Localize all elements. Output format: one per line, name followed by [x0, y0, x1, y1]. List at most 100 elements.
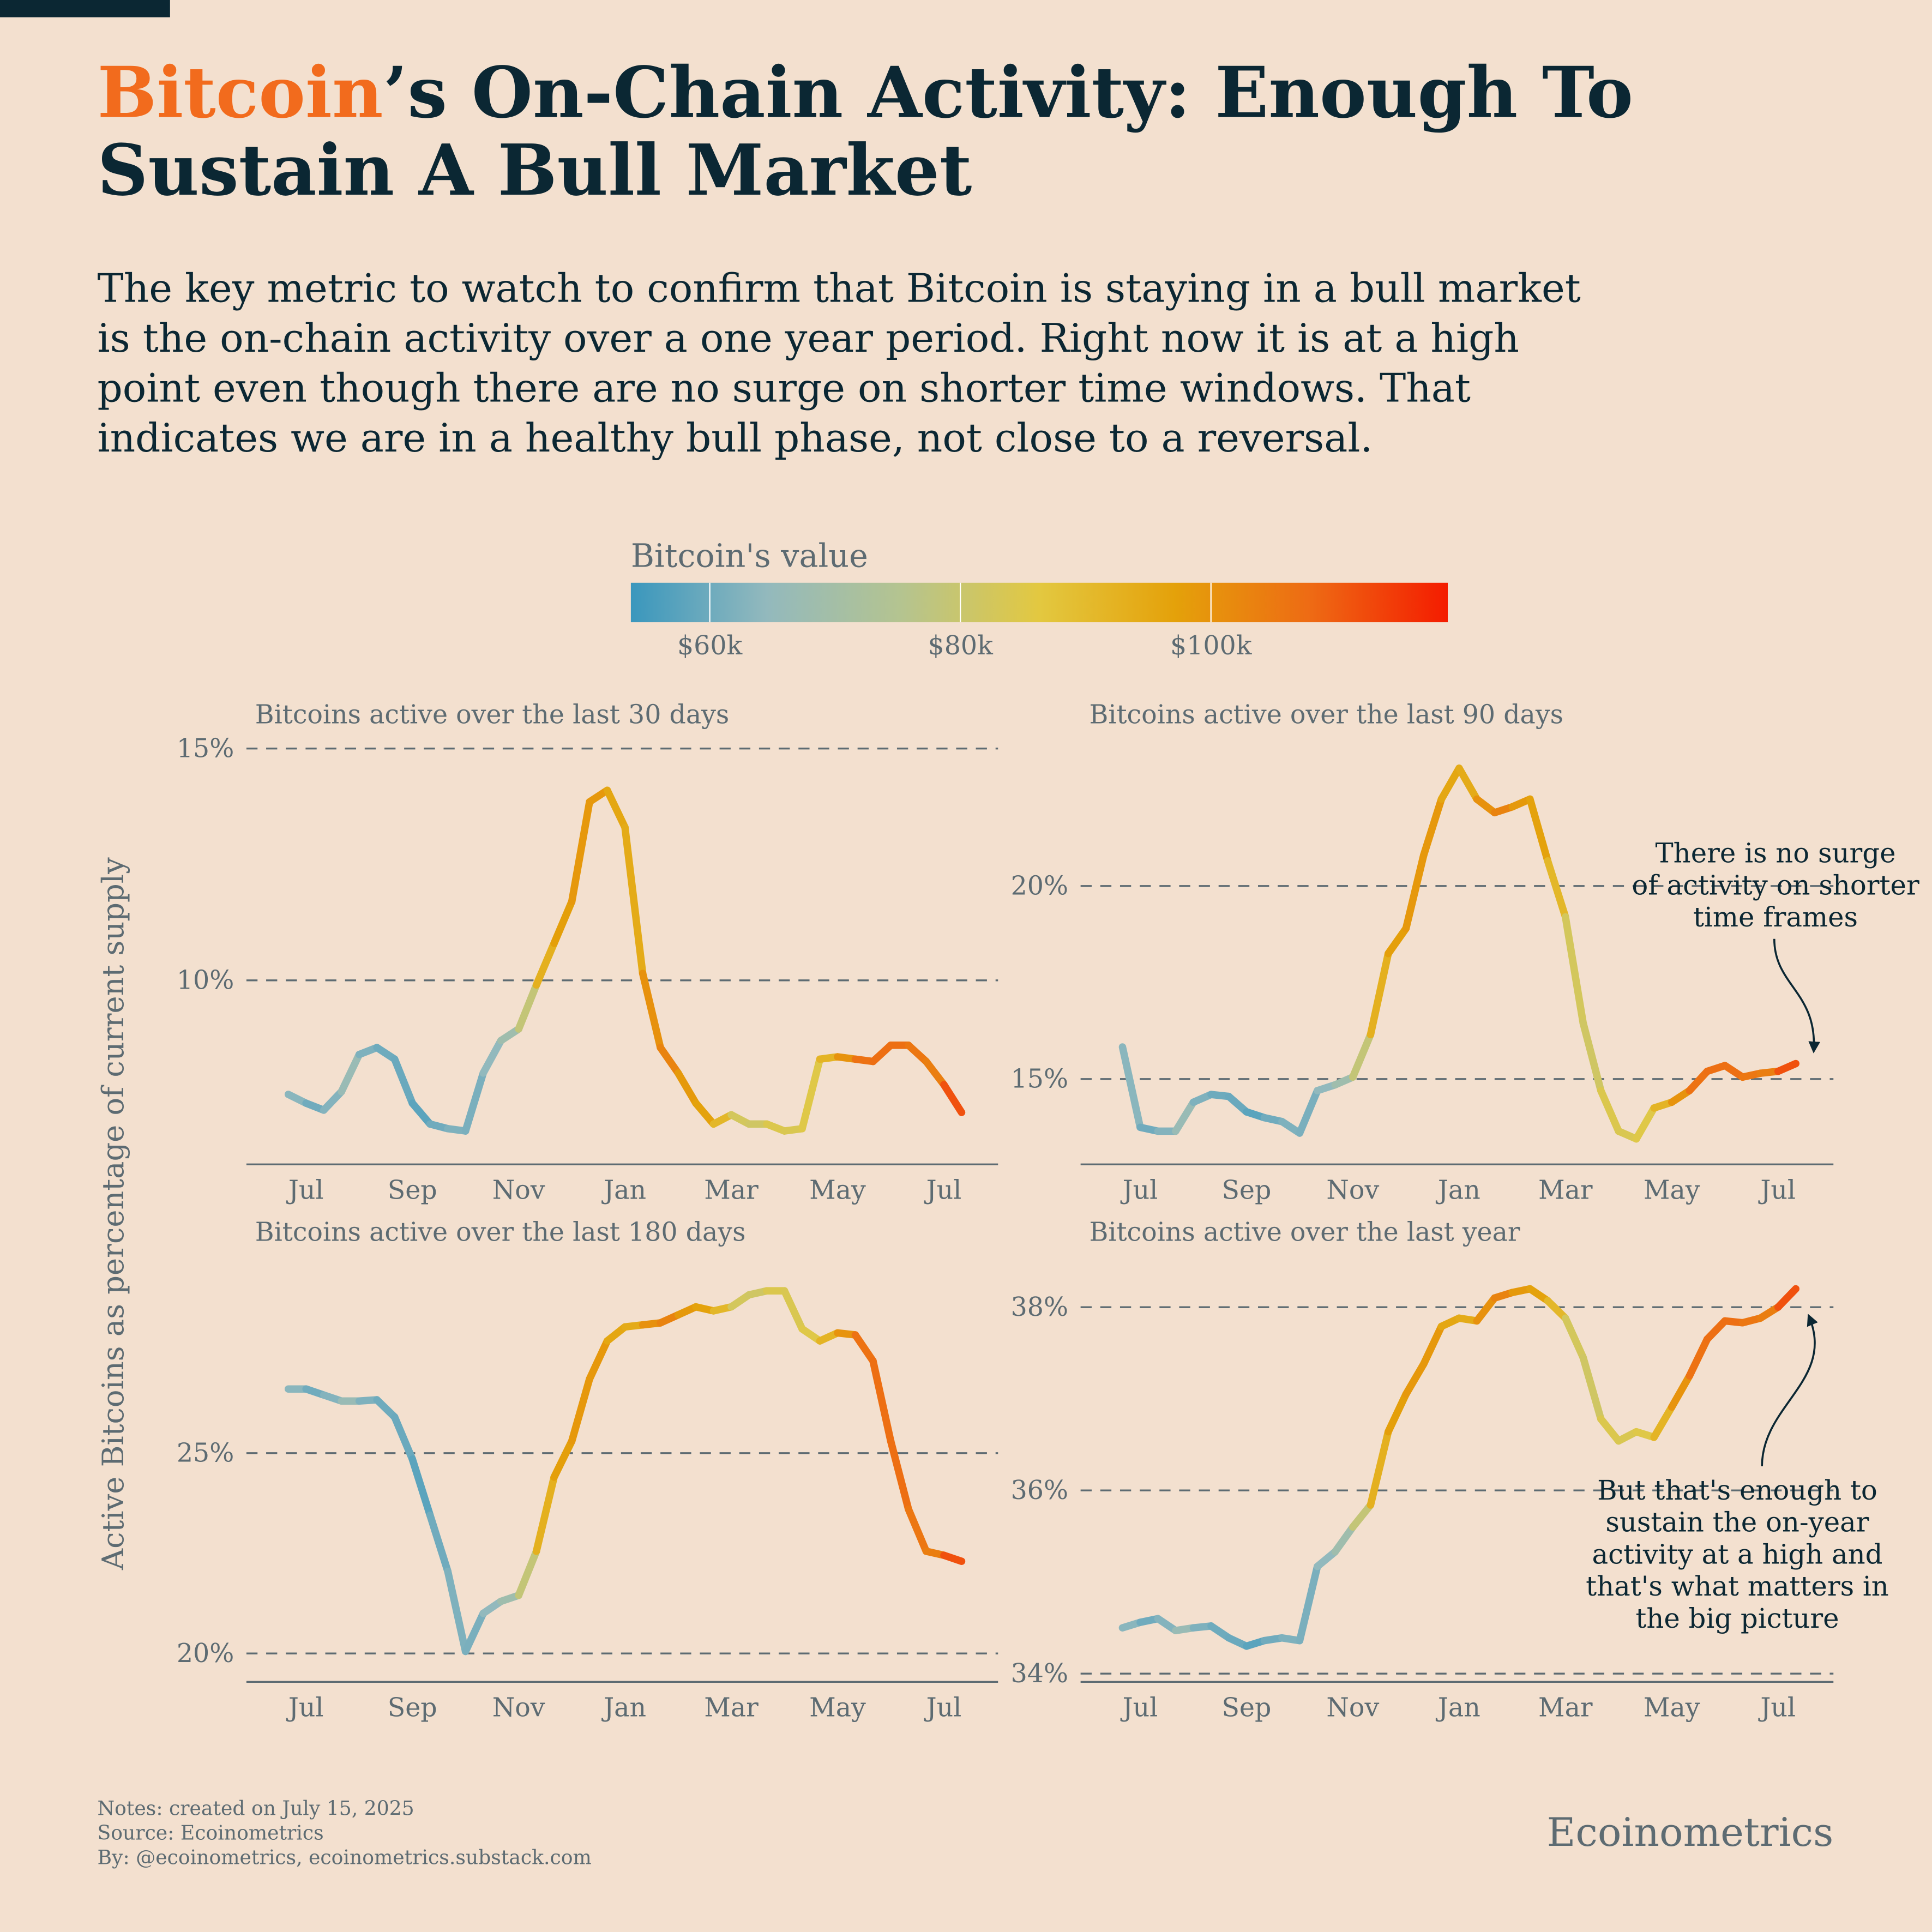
line-segment [1367, 1428, 1392, 1509]
line-segment [1579, 1353, 1605, 1423]
y-tick-label: 20% [177, 1639, 234, 1669]
annotation-line: time frames [1693, 901, 1858, 933]
y-tick-label: 25% [177, 1439, 234, 1468]
annotation-line: There is no surge [1656, 838, 1896, 869]
line-segment [1686, 1067, 1711, 1094]
subtitle: The key metric to watch to confirm that … [98, 266, 1581, 462]
annotation-arrow [1773, 938, 1820, 1054]
x-tick-label: Mar [1538, 1176, 1593, 1206]
x-tick-label: Jul [924, 1176, 962, 1206]
line-segment [905, 1505, 930, 1555]
x-tick-label: May [1644, 1693, 1700, 1723]
x-tick-label: Jul [924, 1693, 962, 1723]
annotation-line: activity at a high and [1592, 1538, 1882, 1570]
x-tick-label: May [809, 1693, 866, 1723]
annotation-line: of activity on shorter [1632, 869, 1919, 901]
line-segment [1314, 1548, 1339, 1570]
x-tick-label: Jul [1121, 1693, 1158, 1723]
line-segment [1420, 1322, 1446, 1368]
line-segment [869, 1042, 895, 1066]
line-segment [568, 1375, 593, 1445]
x-tick-label: Jul [1758, 1176, 1796, 1206]
y-axis-label: Active Bitcoins as percentage of current… [96, 857, 130, 1570]
line-segment [550, 898, 576, 947]
x-tick-label: Nov [1326, 1176, 1379, 1206]
line-segment [1544, 1297, 1569, 1322]
line-segment [1349, 1501, 1375, 1531]
line-segment [657, 1044, 682, 1077]
line-segment [1455, 765, 1481, 803]
x-tick-label: Mar [704, 1176, 759, 1206]
line-segment [390, 1055, 416, 1107]
title-highlight: Bitcoin [98, 52, 383, 134]
line-segment [1597, 1415, 1623, 1445]
line-segment [550, 1437, 576, 1481]
line-segment [1579, 1019, 1605, 1094]
colorbar-title: Bitcoin's value [631, 537, 868, 574]
line-segment [532, 940, 558, 989]
line-segment [621, 823, 647, 977]
line-segment [479, 1037, 505, 1077]
line-segment [1526, 795, 1552, 865]
line-segment [1296, 1087, 1321, 1137]
line-segment [568, 798, 593, 906]
x-tick-label: Jan [601, 1693, 646, 1723]
corner-bar [0, 0, 170, 17]
annotation-line: the big picture [1635, 1603, 1839, 1634]
x-tick-label: Jul [1121, 1176, 1158, 1206]
line-segment [1296, 1562, 1321, 1645]
brand: Ecoinometrics [1547, 1810, 1834, 1856]
line-segment [1473, 795, 1498, 817]
y-tick-label: 10% [177, 966, 234, 996]
line-segment [940, 1081, 966, 1116]
line-segment [1686, 1335, 1711, 1380]
line-segment [674, 1069, 700, 1107]
line-segment [603, 786, 629, 832]
x-tick-label: Jul [286, 1176, 324, 1206]
x-tick-label: Sep [1221, 1693, 1271, 1723]
subtitle-line: indicates we are in a healthy bull phase… [98, 416, 1373, 461]
line-segment [940, 1551, 966, 1565]
line-segment [532, 1473, 558, 1555]
title-line: Sustain A Bull Market [98, 129, 972, 212]
line-segment [408, 1455, 434, 1519]
line-segment [1402, 851, 1428, 932]
line-segment [1331, 1523, 1357, 1556]
x-tick-label: Jul [1758, 1693, 1796, 1723]
line-segment [1668, 1372, 1694, 1411]
line-segment [320, 1088, 345, 1114]
x-tick-label: Nov [492, 1693, 545, 1723]
annotation-arrow [1761, 1314, 1818, 1466]
line-segment [515, 1548, 540, 1599]
colorbar-tick-label: $60k [677, 631, 743, 661]
annotation-line: that's what matters in [1586, 1570, 1889, 1602]
line-segment [798, 1055, 824, 1133]
panel-title: Bitcoins active over the last 180 days [255, 1217, 746, 1247]
footer-note: Notes: created on July 15, 2025 [98, 1796, 414, 1820]
subtitle-line: point even though there are no surge on … [98, 366, 1471, 412]
line-segment [1172, 1098, 1197, 1135]
x-tick-label: Jan [1436, 1176, 1480, 1206]
y-tick-label: 15% [1011, 1064, 1068, 1094]
y-tick-label: 15% [177, 734, 234, 764]
line-segment [1118, 1043, 1144, 1131]
line-segment [426, 1511, 452, 1575]
panel-title: Bitcoins active over the last 30 days [255, 700, 730, 730]
x-tick-label: May [809, 1176, 866, 1206]
line-segment [1774, 1285, 1799, 1311]
line-segment [1632, 1104, 1658, 1143]
line-segment [1774, 1060, 1799, 1075]
colorbar-tick-label: $80k [928, 631, 994, 661]
x-tick-label: Sep [388, 1693, 437, 1723]
panel-title: Bitcoins active over the last 90 days [1089, 700, 1563, 730]
line-segment [1402, 1360, 1428, 1398]
x-tick-label: Sep [1221, 1176, 1271, 1206]
colorbar [630, 582, 1448, 623]
line-segment [1225, 1092, 1250, 1116]
x-tick-label: Jan [1436, 1693, 1480, 1723]
x-tick-label: Nov [492, 1176, 545, 1206]
